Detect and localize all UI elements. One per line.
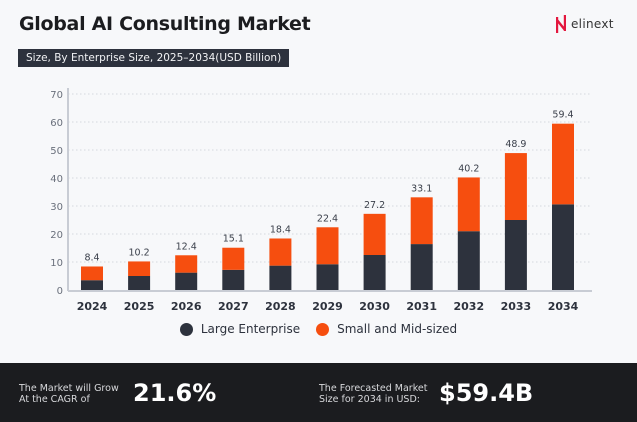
x-tick-label: 2031 (406, 300, 437, 313)
logo-mark-icon (556, 15, 566, 33)
total-data-label: 10.2 (129, 247, 150, 258)
bar-large-enterprise (128, 276, 151, 290)
total-data-label: 33.1 (411, 183, 432, 194)
bar-large-enterprise (363, 255, 386, 290)
y-tick-label: 50 (50, 146, 63, 157)
elinext-logo: elinext (556, 14, 614, 34)
x-tick-label: 2034 (548, 300, 579, 313)
x-tick-label: 2027 (218, 300, 249, 313)
bar-small-mid (504, 153, 527, 220)
bar-large-enterprise (175, 272, 198, 290)
legend-label: Large Enterprise (200, 322, 301, 336)
total-data-label: 18.4 (270, 224, 291, 235)
bar-large-enterprise (269, 265, 292, 290)
footer-banner: The Market will Grow At the CAGR of 21.6… (0, 363, 637, 422)
bar-large-enterprise (81, 280, 103, 290)
y-tick-label: 0 (57, 286, 63, 297)
bar-small-mid (410, 197, 433, 245)
bar-large-enterprise (316, 264, 339, 290)
total-data-label: 59.4 (552, 110, 573, 121)
y-tick-label: 20 (50, 230, 63, 241)
legend-item-small-mid: Small and Mid-sized (316, 322, 457, 336)
bar-small-mid (128, 261, 151, 276)
x-tick-label: 2030 (359, 300, 390, 313)
x-tick-label: 2029 (312, 300, 343, 313)
bar-small-mid (363, 213, 386, 255)
bar-large-enterprise (504, 220, 527, 290)
forecast-label: The Forecasted Market Size for 2034 in U… (319, 383, 428, 405)
bar-small-mid (269, 238, 292, 266)
bar-small-mid (457, 177, 480, 232)
total-data-label: 12.4 (176, 241, 197, 252)
total-data-label: 48.9 (505, 139, 526, 150)
total-data-label: 40.2 (458, 163, 479, 174)
x-tick-label: 2025 (124, 300, 155, 313)
chart-title: Global AI Consulting Market (19, 13, 311, 35)
y-tick-label: 40 (50, 174, 63, 185)
legend-label: Small and Mid-sized (337, 322, 458, 336)
forecast-value: $59.4B (439, 379, 534, 407)
bar-large-enterprise (410, 244, 433, 290)
x-tick-label: 2032 (453, 300, 484, 313)
x-tick-label: 2033 (501, 300, 532, 313)
total-data-label: 8.4 (84, 252, 99, 263)
total-data-label: 27.2 (364, 200, 385, 211)
legend-swatch-small-mid (316, 322, 330, 336)
bar-large-enterprise (222, 269, 245, 290)
logo-text: elinext (571, 17, 614, 31)
chart-subtitle: Size, By Enterprise Size, 2025–2034(USD … (18, 49, 290, 67)
bar-large-enterprise (552, 204, 574, 290)
bar-small-mid (552, 123, 574, 205)
total-data-label: 15.1 (223, 234, 244, 245)
x-tick-label: 2028 (265, 300, 296, 313)
y-tick-label: 70 (50, 90, 63, 101)
x-tick-label: 2026 (171, 300, 202, 313)
cagr-label: The Market will Grow At the CAGR of (19, 383, 119, 405)
bar-large-enterprise (457, 231, 480, 290)
legend-swatch-large-enterprise (179, 322, 193, 336)
cagr-value: 21.6% (133, 379, 217, 407)
legend: Large Enterprise Small and Mid-sized (0, 322, 637, 336)
y-tick-label: 60 (50, 118, 63, 129)
bar-small-mid (175, 255, 198, 273)
total-data-label: 22.4 (317, 213, 338, 224)
y-tick-label: 30 (50, 202, 63, 213)
legend-item-large-enterprise: Large Enterprise (179, 322, 301, 336)
bar-small-mid (316, 227, 339, 265)
y-tick-label: 10 (50, 258, 63, 269)
stacked-bar-chart: 0102030405060708.4202410.2202512.4202615… (50, 88, 592, 313)
x-tick-label: 2024 (77, 300, 108, 313)
bar-small-mid (222, 247, 245, 270)
bar-small-mid (81, 266, 103, 281)
